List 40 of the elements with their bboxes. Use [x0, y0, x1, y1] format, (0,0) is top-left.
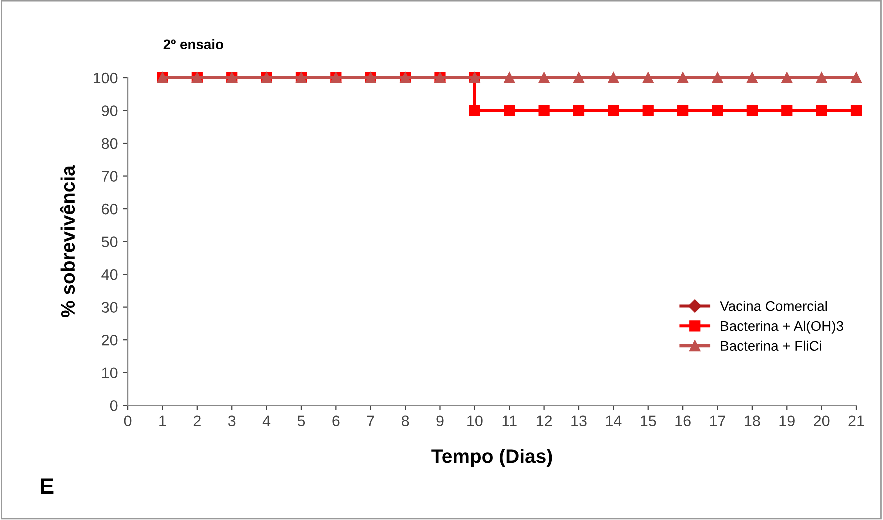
y-tick-label: 70	[102, 171, 118, 182]
y-axis-title: % sobrevivência	[60, 165, 76, 318]
text: E	[41, 478, 54, 494]
x-tick-label: 4	[262, 416, 271, 426]
y-tick-label: 0	[110, 400, 118, 412]
x-tick-label: 10	[468, 416, 483, 427]
y-tick-label: 40	[102, 269, 118, 280]
y-tick-label: 100	[94, 72, 118, 84]
y-tick-label: 80	[102, 138, 118, 150]
x-tick-label: 14	[606, 416, 622, 426]
chart-title: 2º ensaio	[164, 39, 224, 50]
legend-label: Vacina Comercial	[720, 301, 828, 312]
x-tick-label: 20	[814, 416, 830, 427]
y-tick-label: 30	[102, 302, 118, 314]
x-tick-label: 19	[780, 416, 795, 427]
x-tick-label: 9	[436, 416, 444, 427]
x-tick-label: 0	[124, 416, 132, 427]
y-tick-label: 20	[102, 334, 118, 346]
x-tick-label: 8	[402, 416, 410, 427]
x-tick-label: 18	[745, 416, 760, 427]
legend-label: Bacterina + Al(OH)3	[721, 320, 844, 334]
x-tick-label: 16	[676, 416, 691, 427]
x-tick-label: 6	[332, 416, 340, 427]
x-tick-label: 7	[367, 416, 374, 426]
x-tick-label: 21	[848, 416, 864, 426]
x-tick-label: 5	[298, 416, 306, 427]
x-tick-label: 13	[572, 416, 587, 427]
y-tick-label: 90	[102, 106, 118, 116]
x-tick-label: 1	[160, 416, 166, 426]
x-axis-title: Tempo (Dias)	[432, 449, 552, 468]
y-tick-label: 50	[102, 236, 118, 248]
x-tick-label: 15	[641, 416, 656, 427]
y-tick-label: 60	[102, 204, 118, 215]
x-tick-label: 12	[536, 416, 552, 426]
x-tick-label: 3	[228, 416, 236, 427]
x-tick-label: 17	[710, 416, 726, 426]
x-tick-label: 2	[194, 416, 201, 426]
y-tick-label: 10	[102, 368, 118, 379]
x-tick-label: 11	[502, 416, 517, 426]
legend-label: Bacterina + FliCi	[721, 340, 822, 352]
